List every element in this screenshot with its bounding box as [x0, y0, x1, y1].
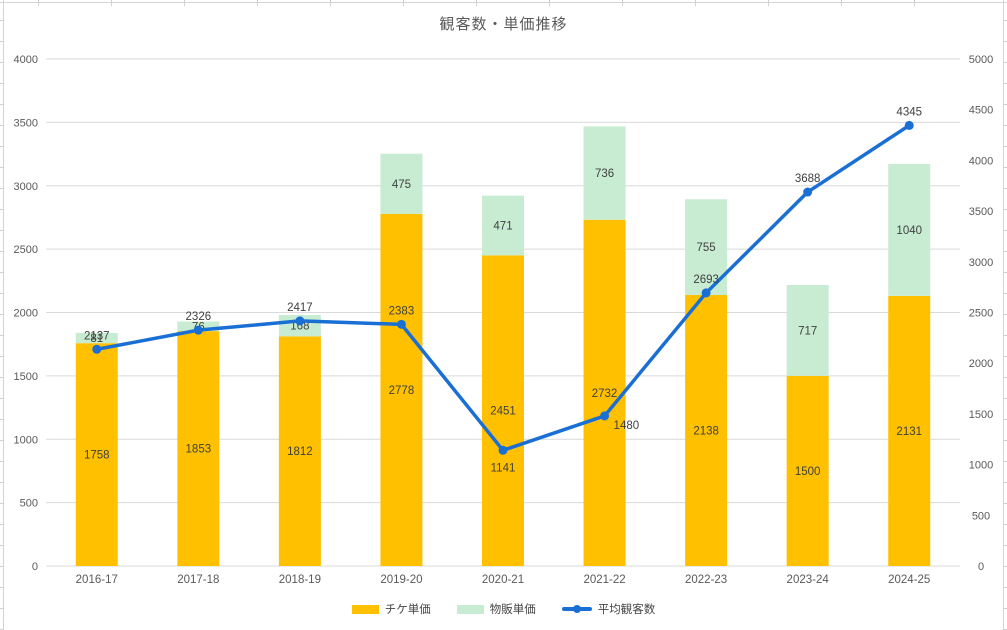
line-point-marker[interactable]: [701, 288, 711, 298]
x-axis-category-label: 2024-25: [888, 574, 930, 586]
sheet-row-ticks-right: [1004, 0, 1007, 630]
line-point-marker[interactable]: [600, 411, 610, 421]
bar-merch-label: 168: [290, 321, 309, 333]
chart-legend: チケ単価 物販単価 平均観客数: [0, 599, 1007, 619]
x-axis-category-label: 2020-21: [482, 574, 524, 586]
sheet-row-ticks-left: [0, 0, 3, 630]
line-point-label: 1480: [614, 420, 640, 432]
y-axis-left-tick-label: 1000: [14, 434, 38, 446]
line-point-marker[interactable]: [396, 319, 406, 329]
bar-merch-label: 471: [493, 220, 512, 232]
bar-ticket-label: 2451: [490, 406, 516, 418]
bar-ticket-label: 1853: [186, 444, 212, 456]
y-axis-left-tick-label: 3000: [14, 181, 38, 193]
y-axis-right-tick-label: 1000: [969, 460, 993, 472]
bar-ticket-segment[interactable]: [482, 255, 524, 566]
bar-ticket-segment[interactable]: [786, 375, 829, 566]
y-axis-right-tick-label: 500: [972, 510, 990, 522]
bar-ticket-segment[interactable]: [177, 331, 220, 566]
bar-merch-label: 717: [798, 325, 817, 337]
bar-ticket-segment[interactable]: [685, 295, 728, 566]
legend-label-ticket: チケ単価: [384, 604, 431, 616]
bar-ticket-label: 1758: [84, 450, 110, 462]
x-axis-category-label: 2021-22: [583, 574, 625, 586]
x-axis-category-label: 2023-24: [787, 574, 830, 586]
x-axis-category-label: 2016-17: [76, 574, 118, 586]
bar-ticket-segment[interactable]: [380, 213, 423, 567]
bar-ticket-label: 1812: [287, 446, 313, 458]
bar-merch-segment[interactable]: [888, 164, 931, 296]
bar-merch-segment[interactable]: [482, 195, 524, 256]
line-point-label: 2137: [84, 330, 110, 342]
bar-merch-label: 755: [697, 242, 716, 254]
bar-ticket-label: 2138: [693, 426, 719, 438]
y-axis-left-tick-label: 500: [20, 498, 38, 510]
x-axis-category-label: 2017-18: [177, 574, 219, 586]
bar-merch-segment[interactable]: [786, 284, 829, 376]
legend-item-ticket-price[interactable]: チケ単価: [351, 601, 431, 617]
bar-merch-label: 81: [90, 333, 103, 345]
sheet-left-gridline: [3, 0, 4, 630]
y-axis-left-tick-label: 4000: [14, 54, 38, 66]
legend-swatch-merch-bar: [456, 604, 484, 614]
sheet-column-ticks: [0, 0, 1007, 6]
line-point-label: 2417: [287, 302, 313, 314]
line-point-label: 2383: [389, 305, 415, 317]
bar-merch-label: 736: [595, 168, 614, 180]
line-point-marker[interactable]: [92, 344, 102, 354]
line-point-marker[interactable]: [498, 445, 508, 455]
y-axis-right-tick-label: 2000: [969, 358, 993, 370]
legend-label-merch: 物販単価: [489, 604, 536, 616]
line-point-marker[interactable]: [803, 187, 813, 197]
line-point-label: 3688: [795, 173, 821, 185]
y-axis-right-tick-label: 3500: [969, 206, 993, 218]
y-axis-right-tick-label: 0: [978, 561, 984, 573]
bar-merch-segment[interactable]: [75, 332, 118, 344]
line-point-label: 2693: [693, 274, 719, 286]
bar-merch-segment[interactable]: [583, 126, 626, 220]
chart-title: 観客数・単価推移: [439, 16, 568, 33]
y-axis-right-tick-label: 4500: [969, 105, 993, 117]
bar-merch-segment[interactable]: [380, 153, 423, 214]
x-axis-category-label: 2019-20: [380, 574, 422, 586]
y-axis-right-tick-label: 4000: [969, 155, 993, 167]
y-axis-left-tick-label: 3500: [14, 117, 38, 129]
y-axis-right-tick-label: 3000: [969, 257, 993, 269]
legend-item-merch-price[interactable]: 物販単価: [456, 601, 536, 617]
y-axis-left-tick-label: 0: [32, 561, 38, 573]
line-point-label: 2326: [186, 311, 212, 323]
y-axis-right-tick-label: 2500: [969, 308, 993, 320]
bar-ticket-segment[interactable]: [278, 336, 321, 566]
bar-ticket-segment[interactable]: [75, 343, 118, 566]
bar-merch-label: 475: [392, 179, 411, 191]
y-axis-left-tick-label: 2500: [14, 244, 38, 256]
bar-ticket-label: 2732: [592, 388, 618, 400]
sheet-top-gridline: [0, 2, 1007, 3]
legend-swatch-line-marker: [572, 605, 581, 613]
legend-item-avg-attendance[interactable]: 平均観客数: [561, 601, 656, 617]
x-axis-category-label: 2022-23: [685, 574, 727, 586]
legend-swatch-line: [561, 605, 592, 613]
bar-merch-label: 1040: [896, 225, 922, 237]
bar-ticket-segment[interactable]: [583, 219, 626, 566]
legend-label-attendance: 平均観客数: [597, 604, 656, 616]
line-point-label: 4345: [896, 106, 922, 118]
line-point-marker[interactable]: [904, 120, 914, 130]
y-axis-left-tick-label: 2000: [14, 308, 38, 320]
bar-ticket-segment[interactable]: [888, 295, 931, 566]
line-point-marker[interactable]: [295, 316, 305, 326]
y-axis-right-tick-label: 1500: [969, 409, 993, 421]
y-axis-right-tick-label: 5000: [969, 54, 993, 66]
sheet-right-gridline: [1003, 0, 1004, 630]
legend-swatch-ticket-bar: [351, 604, 379, 614]
bar-ticket-label: 1500: [795, 466, 821, 478]
bar-ticket-label: 2778: [389, 385, 415, 397]
x-axis-category-label: 2018-19: [279, 574, 321, 586]
bar-ticket-label: 2131: [896, 426, 922, 438]
line-point-label: 1141: [491, 462, 516, 474]
y-axis-left-tick-label: 1500: [14, 371, 38, 383]
line-point-marker[interactable]: [193, 325, 203, 335]
